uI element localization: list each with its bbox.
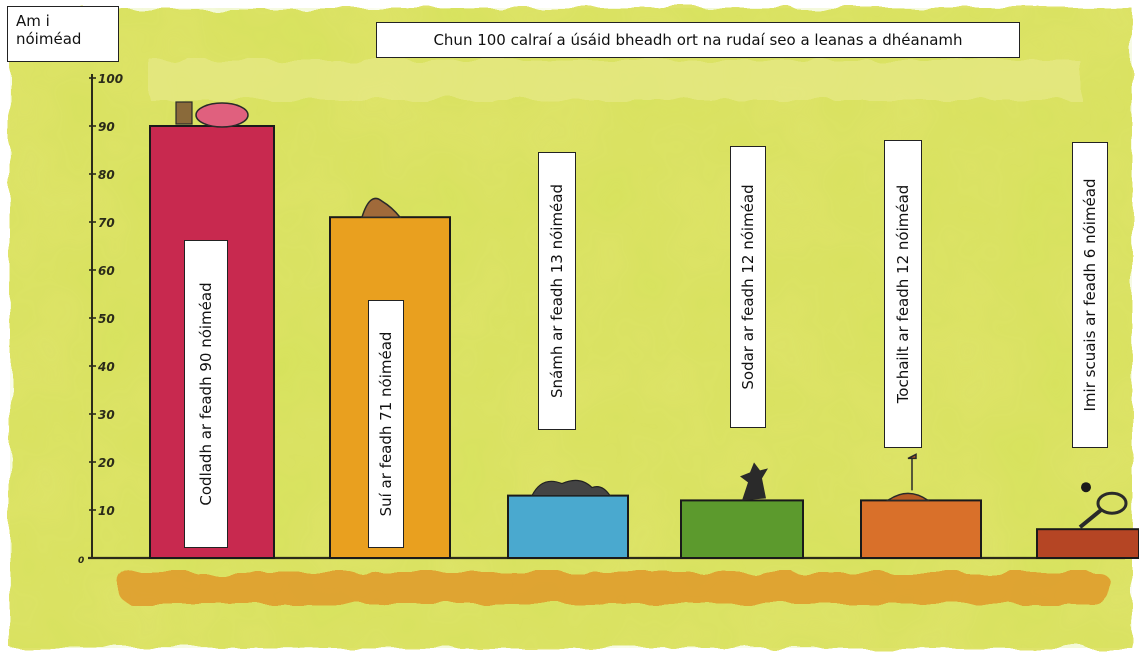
y-tick-label: 30 [98,408,115,422]
racket-handle-doodle [1078,507,1104,529]
shovel-doodle [885,453,931,502]
bar-label: Tochailt ar feadh 12 nóiméad [884,140,922,448]
bar [507,494,629,560]
bar-label: Snámh ar feadh 13 nóiméad [538,152,576,430]
y-tick-label: 100 [98,72,123,86]
swimmer-doodle [531,479,612,497]
bar-label-text: Snámh ar feadh 13 nóiméad [548,184,566,398]
bar [1036,528,1139,560]
runner-doodle [740,462,768,501]
bar-label-text: Suí ar feadh 71 nóiméad [377,331,395,517]
bar-label-text: Sodar ar feadh 12 nóiméad [739,184,757,390]
ground-stroke [120,572,1110,604]
chart-title: Chun 100 calraí a úsáid bheadh ort na ru… [376,22,1020,58]
y-tick-label: 40 [97,360,115,374]
squash-ball-doodle [1081,482,1091,493]
bar-decorations [175,101,1128,529]
bar-label: Imir scuais ar feadh 6 nóiméad [1072,142,1108,448]
bar-label-text: Tochailt ar feadh 12 nóiméad [894,184,912,404]
y-tick-label: 80 [98,168,115,182]
bar-label-text: Codladh ar feadh 90 nóiméad [197,282,215,506]
bar-label-text: Imir scuais ar feadh 6 nóiméad [1081,178,1099,412]
y-tick-label: 0 [78,556,84,566]
y-axis-label: Am i nóiméad [7,6,119,62]
y-tick-label: 90 [98,120,115,134]
squash-racket-doodle [1096,491,1128,515]
y-tick-label: 50 [98,312,115,326]
bar [680,499,804,559]
sleeping-figure-doodle [195,102,249,128]
bedpost-doodle [175,101,193,125]
y-tick-label: 60 [98,264,115,278]
bar-label: Suí ar feadh 71 nóiméad [368,300,404,548]
y-tick-label: 20 [98,456,115,470]
sitting-figure-doodle [360,197,402,218]
bar [860,499,982,559]
y-tick-label: 10 [98,504,115,518]
bar-label: Sodar ar feadh 12 nóiméad [730,146,766,428]
y-tick-label: 70 [98,216,115,230]
bar-label: Codladh ar feadh 90 nóiméad [184,240,228,548]
